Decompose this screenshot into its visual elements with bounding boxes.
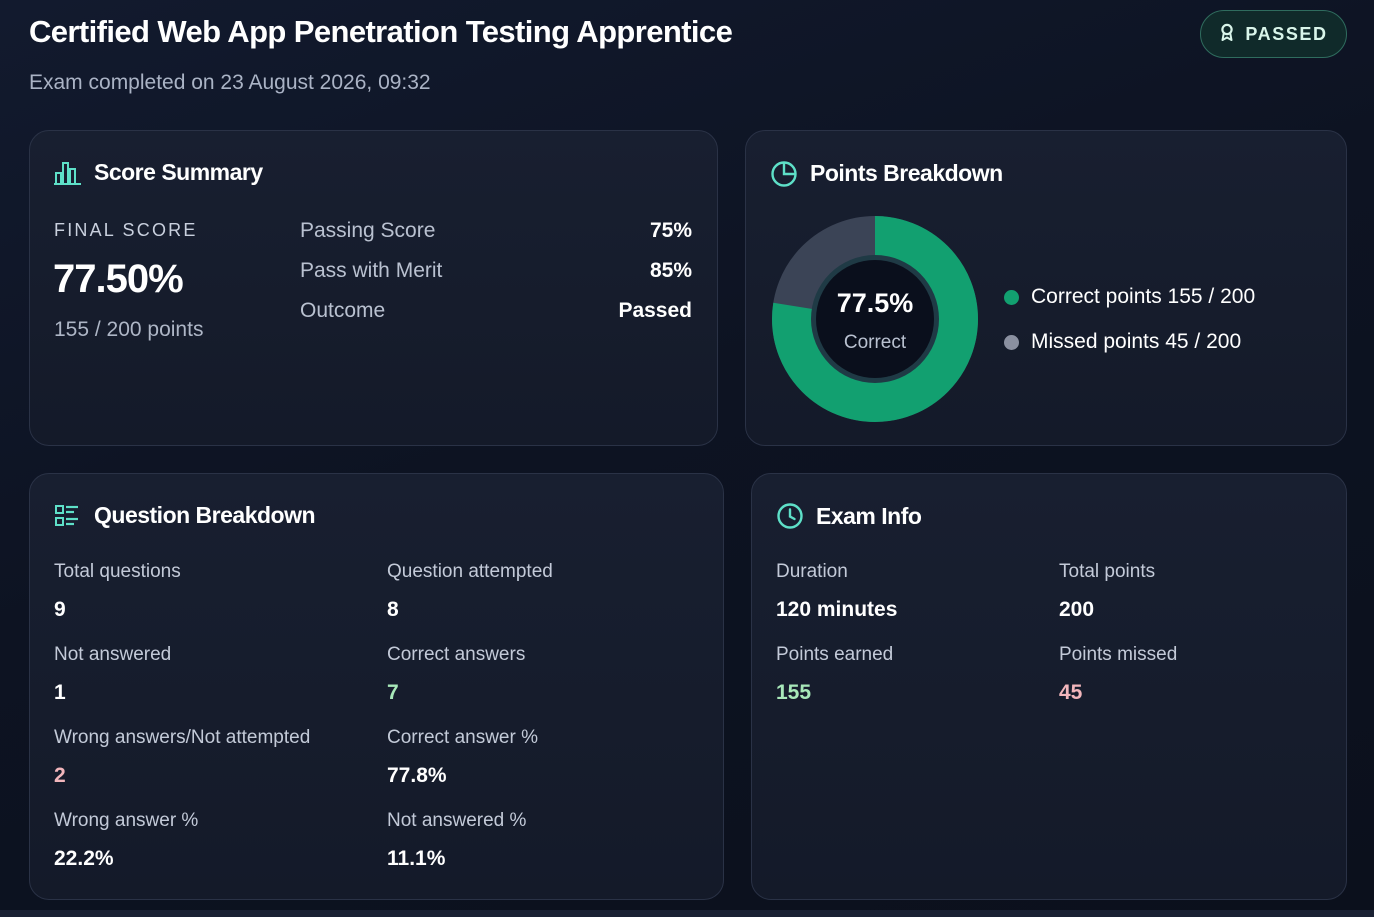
donut-center (816, 260, 934, 378)
wrong-answer-percent-value: 22.2% (54, 847, 114, 870)
bottom-scroll-edge (0, 910, 1374, 917)
points-earned-value: 155 (776, 681, 812, 704)
total-points-label: Total points (1059, 561, 1156, 582)
question-breakdown-header: Question Breakdown (54, 502, 316, 529)
passing-score-label: Passing Score (300, 219, 436, 242)
not-answered-percent-value: 11.1% (387, 847, 446, 870)
correct-answer-percent-label: Correct answer % (387, 727, 538, 748)
status-badge-label: PASSED (1245, 23, 1328, 44)
legend-missed-dot (1004, 334, 1019, 350)
points-breakdown-card: Points Breakdown 77.5% Correct Correct p… (745, 130, 1347, 446)
page-subtitle: Exam completed on 23 August 2026, 09:32 (29, 71, 431, 94)
questions-attempted-value: 8 (387, 598, 399, 621)
total-questions-value: 9 (54, 598, 66, 621)
correct-answer-percent-value: 77.8% (387, 764, 447, 787)
donut-center-label: Correct (844, 332, 907, 353)
duration-label: Duration (776, 561, 848, 582)
wrong-answers-label: Wrong answers/Not attempted (54, 727, 311, 748)
final-score-label: FINAL SCORE (54, 220, 198, 240)
merit-score-value: 85% (649, 259, 692, 282)
score-summary-title: Score Summary (94, 159, 263, 185)
bar-chart-icon (54, 161, 82, 185)
list-icon (54, 504, 82, 528)
correct-answers-value: 7 (387, 681, 399, 704)
question-breakdown-title: Question Breakdown (94, 502, 316, 528)
legend-correct-dot (1004, 289, 1019, 305)
total-points-value: 200 (1059, 598, 1095, 621)
status-badge: PASSED (1200, 10, 1347, 58)
legend-correct: Correct points 155 / 200 (1004, 285, 1255, 309)
outcome-row: Outcome Passed (300, 299, 692, 323)
merit-score-row: Pass with Merit 85% (300, 259, 692, 283)
score-summary-card: Score Summary FINAL SCORE 77.50% 155 / 2… (29, 130, 718, 446)
exam-info-header: Exam Info (776, 502, 922, 530)
points-earned-label: Points earned (776, 644, 894, 665)
donut-center-value: 77.5% (837, 288, 914, 318)
points-missed-label: Points missed (1059, 644, 1178, 665)
not-answered-label: Not answered (54, 644, 172, 665)
final-score-points: 155 / 200 points (54, 318, 204, 341)
points-breakdown-title: Points Breakdown (810, 159, 1003, 186)
not-answered-percent-label: Not answered % (387, 810, 527, 831)
merit-score-label: Pass with Merit (300, 259, 443, 282)
points-breakdown-header: Points Breakdown (770, 159, 1003, 187)
score-summary-header: Score Summary (54, 159, 263, 186)
legend-correct-label: Correct points 155 / 200 (1031, 285, 1256, 308)
page-title: Certified Web App Penetration Testing Ap… (29, 14, 733, 49)
points-donut-chart: 77.5% Correct (772, 216, 978, 422)
points-missed-value: 45 (1059, 681, 1083, 704)
exam-info-card: Exam Info Duration 120 minutes Total poi… (751, 473, 1347, 900)
passing-score-row: Passing Score 75% (300, 219, 692, 243)
clock-icon (776, 502, 804, 530)
duration-value: 120 minutes (776, 598, 898, 621)
exam-info-title: Exam Info (816, 502, 922, 529)
legend-missed: Missed points 45 / 200 (1004, 330, 1241, 354)
pie-chart-icon (770, 159, 798, 187)
question-breakdown-card: Question Breakdown Total questions 9 Que… (29, 473, 724, 900)
outcome-label: Outcome (300, 299, 386, 322)
questions-attempted-label: Question attempted (387, 561, 553, 582)
wrong-answers-value: 2 (54, 764, 66, 787)
total-questions-label: Total questions (54, 561, 181, 582)
wrong-answer-percent-label: Wrong answer % (54, 810, 199, 831)
final-score-value: 77.50% (53, 257, 184, 301)
donut-correct-arc (772, 216, 978, 422)
passing-score-value: 75% (649, 219, 692, 242)
legend-missed-label: Missed points 45 / 200 (1031, 330, 1242, 353)
correct-answers-label: Correct answers (387, 644, 526, 665)
award-icon (1219, 23, 1235, 46)
outcome-value: Passed (618, 299, 692, 322)
not-answered-value: 1 (54, 681, 66, 704)
